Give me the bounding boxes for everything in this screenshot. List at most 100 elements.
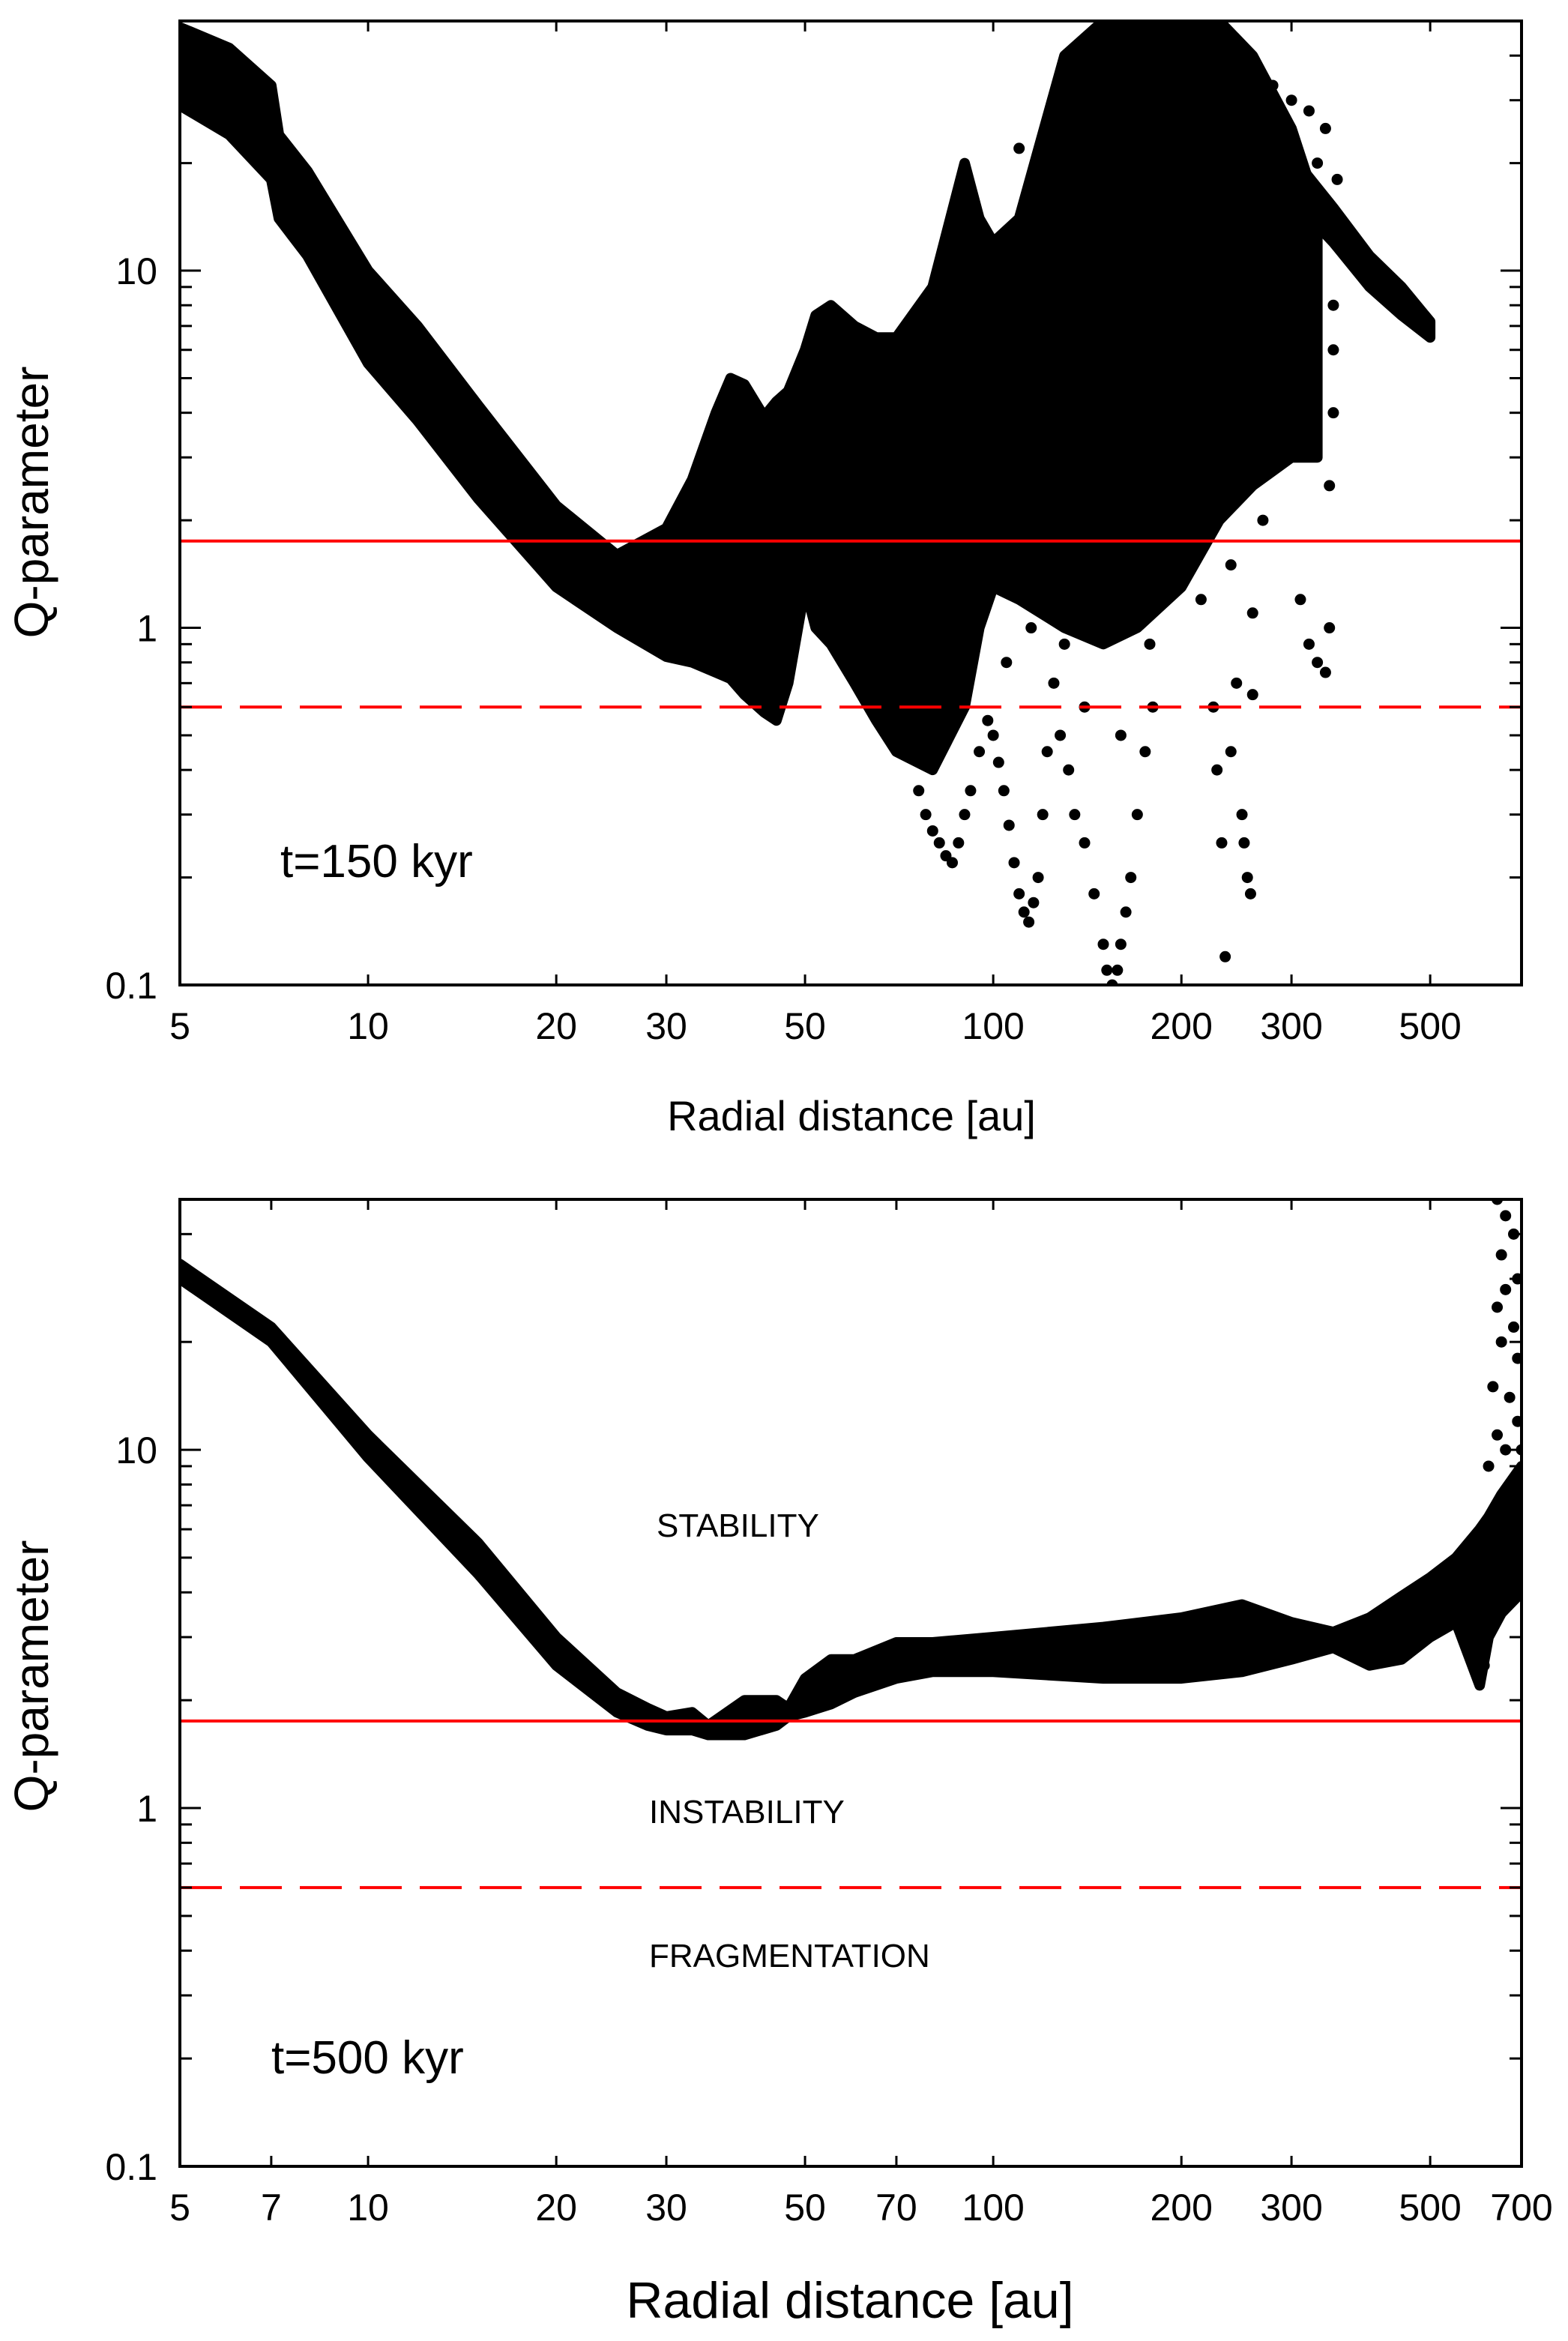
- data-point: [1079, 837, 1091, 849]
- data-point: [913, 785, 925, 797]
- data-point: [1028, 897, 1040, 909]
- data-point: [1495, 1249, 1507, 1261]
- data-point: [890, 677, 902, 689]
- data-point: [1216, 837, 1228, 849]
- data-point: [1088, 888, 1100, 900]
- data-point: [882, 607, 894, 619]
- data-point: [965, 785, 977, 797]
- data-point: [1120, 906, 1132, 918]
- bottom-panel-500kyr: 5 7 10 20 30 50 70 100 200 300 500 700 0.1 1 10: [105, 1198, 1553, 2229]
- x-tick-label: 50: [784, 1005, 826, 1047]
- data-point: [1131, 809, 1143, 821]
- data-point: [1013, 888, 1025, 900]
- data-point: [1115, 938, 1127, 950]
- y-tick-label: 10: [115, 250, 157, 292]
- x-tick-label: 200: [1150, 2187, 1212, 2229]
- data-point: [1236, 809, 1248, 821]
- x-tick-label: 7: [261, 2187, 282, 2229]
- data-point: [1285, 202, 1297, 214]
- data-point: [1058, 638, 1070, 650]
- data-point: [1246, 689, 1258, 701]
- data-point: [875, 638, 887, 650]
- data-point: [1101, 964, 1113, 976]
- data-point: [1331, 224, 1343, 236]
- data-point: [1285, 94, 1297, 106]
- data-point: [1244, 888, 1256, 900]
- top-annotation: t=150 kyr: [280, 836, 473, 888]
- y-tick-label: 0.1: [105, 2146, 157, 2188]
- data-point: [1487, 1381, 1499, 1393]
- data-point: [1238, 837, 1250, 849]
- data-point: [926, 825, 938, 837]
- x-tick-label: 300: [1260, 2187, 1322, 2229]
- top-y-axis-label: Q-parameter: [4, 367, 58, 639]
- x-tick-label: 300: [1260, 1005, 1322, 1047]
- data-point: [974, 746, 986, 758]
- data-point: [1018, 906, 1030, 918]
- data-point: [1063, 764, 1075, 776]
- plot-area: [180, 1199, 1522, 1741]
- bottom-y-axis-label: Q-parameter: [4, 1540, 58, 1813]
- data-point: [1504, 1391, 1516, 1403]
- data-point: [1267, 79, 1279, 91]
- data-point: [953, 837, 965, 849]
- data-point: [1257, 514, 1269, 526]
- x-tick-label: 500: [1399, 2187, 1461, 2229]
- data-point: [959, 809, 971, 821]
- x-tick-label: 50: [784, 2187, 826, 2229]
- data-point: [1267, 451, 1279, 463]
- data-point: [1492, 1301, 1504, 1313]
- data-point: [1246, 70, 1258, 82]
- data-point: [1257, 157, 1269, 169]
- data-point: [1041, 746, 1053, 758]
- plot-area: [180, 21, 1436, 985]
- data-point: [1144, 638, 1156, 650]
- data-point: [1195, 594, 1207, 606]
- data-point: [1125, 872, 1137, 884]
- data-point: [1225, 746, 1237, 758]
- data-point: [1001, 657, 1013, 669]
- plot-frame: [178, 19, 1523, 986]
- y-tick-label: 0.1: [105, 965, 157, 1007]
- plot-frame: [178, 1198, 1523, 2168]
- y-tick-label: 1: [136, 1788, 157, 1830]
- data-point: [1013, 142, 1025, 154]
- data-point: [987, 729, 999, 741]
- dense-point-band: [1176, 31, 1436, 343]
- data-point: [1319, 122, 1331, 134]
- region-label-fragmentation: FRAGMENTATION: [649, 1938, 930, 1974]
- x-tick-label: 20: [535, 2187, 577, 2229]
- data-point: [1327, 344, 1339, 356]
- data-point: [1219, 950, 1231, 962]
- data-point: [1483, 1460, 1495, 1472]
- data-point: [943, 638, 955, 650]
- x-tick-label: 70: [875, 2187, 917, 2229]
- data-point: [1246, 607, 1258, 619]
- x-tick-label: 20: [535, 1005, 577, 1047]
- data-point: [1327, 299, 1339, 311]
- data-point: [1211, 764, 1223, 776]
- data-point: [1139, 746, 1151, 758]
- data-point: [1213, 58, 1225, 70]
- data-point: [1500, 1283, 1512, 1295]
- data-point: [1303, 638, 1315, 650]
- data-point: [1303, 105, 1315, 117]
- data-point: [857, 559, 869, 571]
- y-tick-label: 1: [136, 608, 157, 650]
- data-point: [1478, 1660, 1490, 1672]
- data-point: [998, 785, 1010, 797]
- y-tick-label: 10: [115, 1429, 157, 1471]
- bottom-x-axis-label: Radial distance [au]: [626, 2272, 1073, 2329]
- dense-point-band: [180, 1259, 1522, 1741]
- data-point: [1241, 872, 1253, 884]
- data-point: [1324, 622, 1336, 634]
- data-point: [1331, 173, 1343, 185]
- data-point: [933, 837, 945, 849]
- data-point: [1048, 677, 1060, 689]
- x-tick-label: 700: [1490, 2187, 1552, 2229]
- data-point: [1097, 938, 1109, 950]
- x-tick-label: 500: [1399, 1005, 1461, 1047]
- data-point: [905, 729, 917, 741]
- data-point: [920, 809, 932, 821]
